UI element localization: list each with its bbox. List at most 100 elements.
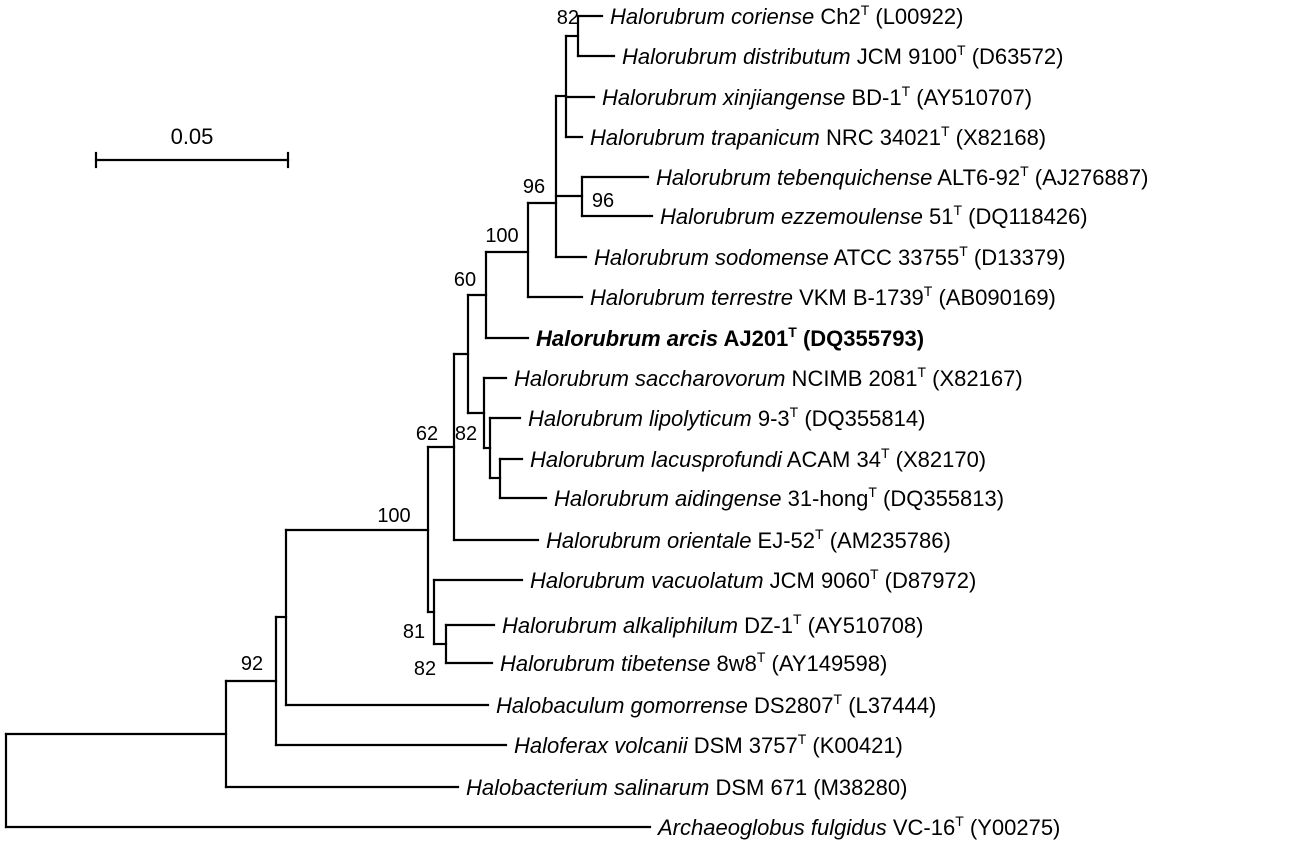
type-strain-marker: T xyxy=(757,649,766,665)
taxon-label-lipolyticum: Halorubrum lipolyticum 9-3T (DQ355814) xyxy=(528,404,925,431)
species-name: Haloferax volcanii xyxy=(514,733,689,758)
accession-number: (DQ355814) xyxy=(798,406,925,431)
strain-name: NRC 34021 xyxy=(820,125,941,150)
strain-name: AJ201 xyxy=(718,326,788,351)
type-strain-marker: T xyxy=(954,202,963,218)
taxon-label-distributum: Halorubrum distributum JCM 9100T (D63572… xyxy=(622,42,1063,69)
species-name: Halorubrum sodomense xyxy=(594,245,829,270)
strain-name: DSM 3757 xyxy=(688,733,798,758)
type-strain-marker: T xyxy=(861,2,870,18)
accession-number: (AM235786) xyxy=(824,528,951,553)
taxon-label-fulgidus: Archaeoglobus fulgidus VC-16T (Y00275) xyxy=(656,813,1060,840)
strain-name: ATCC 33755 xyxy=(829,245,959,270)
type-strain-marker: T xyxy=(957,42,966,58)
species-name: Halobaculum gomorrense xyxy=(496,693,748,718)
taxon-label-gomorrense: Halobaculum gomorrense DS2807T (L37444) xyxy=(496,691,936,718)
strain-name: DSM 671 xyxy=(709,775,807,800)
strain-name: JCM 9100 xyxy=(851,44,957,69)
species-name: Halorubrum lipolyticum xyxy=(528,406,752,431)
species-name: Halorubrum distributum xyxy=(622,44,851,69)
accession-number: (DQ118426) xyxy=(962,204,1088,229)
tree-branches xyxy=(4,14,654,829)
strain-name: DS2807 xyxy=(748,693,834,718)
species-name: Halorubrum ezzemoulense xyxy=(660,204,923,229)
type-strain-marker: T xyxy=(902,83,911,99)
bootstrap-bs-82-lower: 82 xyxy=(414,658,436,680)
accession-number: (DQ355793) xyxy=(797,326,924,351)
accession-number: (AY510707) xyxy=(910,85,1032,110)
accession-number: (DQ355813) xyxy=(877,486,1004,511)
taxon-label-aidingense: Halorubrum aidingense 31-hongT (DQ355813… xyxy=(554,484,1004,511)
species-name: Halorubrum terrestre xyxy=(590,285,793,310)
species-name: Halorubrum aidingense xyxy=(554,486,781,511)
accession-number: (D13379) xyxy=(968,245,1066,270)
species-name: Halorubrum arcis xyxy=(536,326,718,351)
strain-name: 31-hong xyxy=(781,486,868,511)
accession-number: (AJ276887) xyxy=(1029,165,1149,190)
taxon-label-arcis: Halorubrum arcis AJ201T (DQ355793) xyxy=(536,324,924,351)
taxon-label-sodomense: Halorubrum sodomense ATCC 33755T (D13379… xyxy=(594,243,1066,270)
strain-name: 9-3 xyxy=(752,406,790,431)
species-name: Halorubrum orientale xyxy=(546,528,751,553)
accession-number: (X82167) xyxy=(926,366,1023,391)
strain-name: JCM 9060 xyxy=(764,568,870,593)
accession-number: (D87972) xyxy=(879,568,977,593)
scale-bar: 0.05 xyxy=(94,124,290,169)
type-strain-marker: T xyxy=(793,611,802,627)
taxon-label-terrestre: Halorubrum terrestre VKM B-1739T (AB0901… xyxy=(590,283,1056,310)
type-strain-marker: T xyxy=(790,404,799,420)
taxon-label-ezzemoulense: Halorubrum ezzemoulense 51T (DQ118426) xyxy=(660,202,1088,229)
strain-name: Ch2 xyxy=(814,4,860,29)
bootstrap-bs-96-upper: 96 xyxy=(523,176,545,198)
taxon-labels: Halorubrum coriense Ch2T (L00922)Halorub… xyxy=(466,2,1148,840)
accession-number: (L37444) xyxy=(842,693,936,718)
strain-name: EJ-52 xyxy=(751,528,815,553)
strain-name: 8w8 xyxy=(710,651,756,676)
scale-bar-label: 0.05 xyxy=(171,124,214,149)
strain-name: 51 xyxy=(923,204,954,229)
taxon-label-salinarum: Halobacterium salinarum DSM 671 (M38280) xyxy=(466,775,907,800)
type-strain-marker: T xyxy=(941,123,950,139)
bootstrap-bs-81: 81 xyxy=(403,621,425,643)
taxon-label-alkaliphilum: Halorubrum alkaliphilum DZ-1T (AY510708) xyxy=(502,611,923,638)
taxon-label-trapanicum: Halorubrum trapanicum NRC 34021T (X82168… xyxy=(590,123,1046,150)
type-strain-marker: T xyxy=(1020,163,1029,179)
strain-name: DZ-1 xyxy=(738,613,793,638)
strain-name: VKM B-1739 xyxy=(793,285,924,310)
type-strain-marker: T xyxy=(955,813,964,829)
strain-name: ALT6-92 xyxy=(932,165,1020,190)
species-name: Halobacterium salinarum xyxy=(466,775,709,800)
accession-number: (Y00275) xyxy=(964,815,1061,840)
strain-name: VC-16 xyxy=(887,815,955,840)
species-name: Halorubrum tebenquichense xyxy=(656,165,932,190)
type-strain-marker: T xyxy=(924,283,933,299)
species-name: Archaeoglobus fulgidus xyxy=(656,815,887,840)
bootstrap-bs-82-middle: 82 xyxy=(455,423,477,445)
species-name: Halorubrum xinjiangense xyxy=(602,85,845,110)
species-name: Halorubrum lacusprofundi xyxy=(530,447,783,472)
type-strain-marker: T xyxy=(798,731,807,747)
type-strain-marker: T xyxy=(918,364,927,380)
bootstrap-bs-96-lower: 96 xyxy=(592,190,614,212)
strain-name: NCIMB 2081 xyxy=(785,366,917,391)
bootstrap-values: 82 96 96 100 60 62 82 100 81 82 92 xyxy=(241,7,614,680)
taxon-label-lacusprofundi: Halorubrum lacusprofundi ACAM 34T (X8217… xyxy=(530,445,986,472)
strain-name: BD-1 xyxy=(845,85,901,110)
accession-number: (K00421) xyxy=(806,733,903,758)
taxon-label-vacuolatum: Halorubrum vacuolatum JCM 9060T (D87972) xyxy=(530,566,976,593)
accession-number: (L00922) xyxy=(869,4,963,29)
bootstrap-bs-100-upper: 100 xyxy=(485,225,518,247)
accession-number: (X82170) xyxy=(890,447,987,472)
bootstrap-bs-60: 60 xyxy=(454,269,476,291)
accession-number: (AB090169) xyxy=(932,285,1056,310)
taxon-label-tebenquichense: Halorubrum tebenquichense ALT6-92T (AJ27… xyxy=(656,163,1148,190)
accession-number: (X82168) xyxy=(950,125,1047,150)
taxon-label-coriense: Halorubrum coriense Ch2T (L00922) xyxy=(610,2,963,29)
taxon-label-xinjiangense: Halorubrum xinjiangense BD-1T (AY510707) xyxy=(602,83,1032,110)
accession-number: (AY149598) xyxy=(765,651,887,676)
species-name: Halorubrum coriense xyxy=(610,4,814,29)
type-strain-marker: T xyxy=(834,691,843,707)
species-name: Halorubrum saccharovorum xyxy=(514,366,785,391)
bootstrap-bs-92: 92 xyxy=(241,653,263,675)
